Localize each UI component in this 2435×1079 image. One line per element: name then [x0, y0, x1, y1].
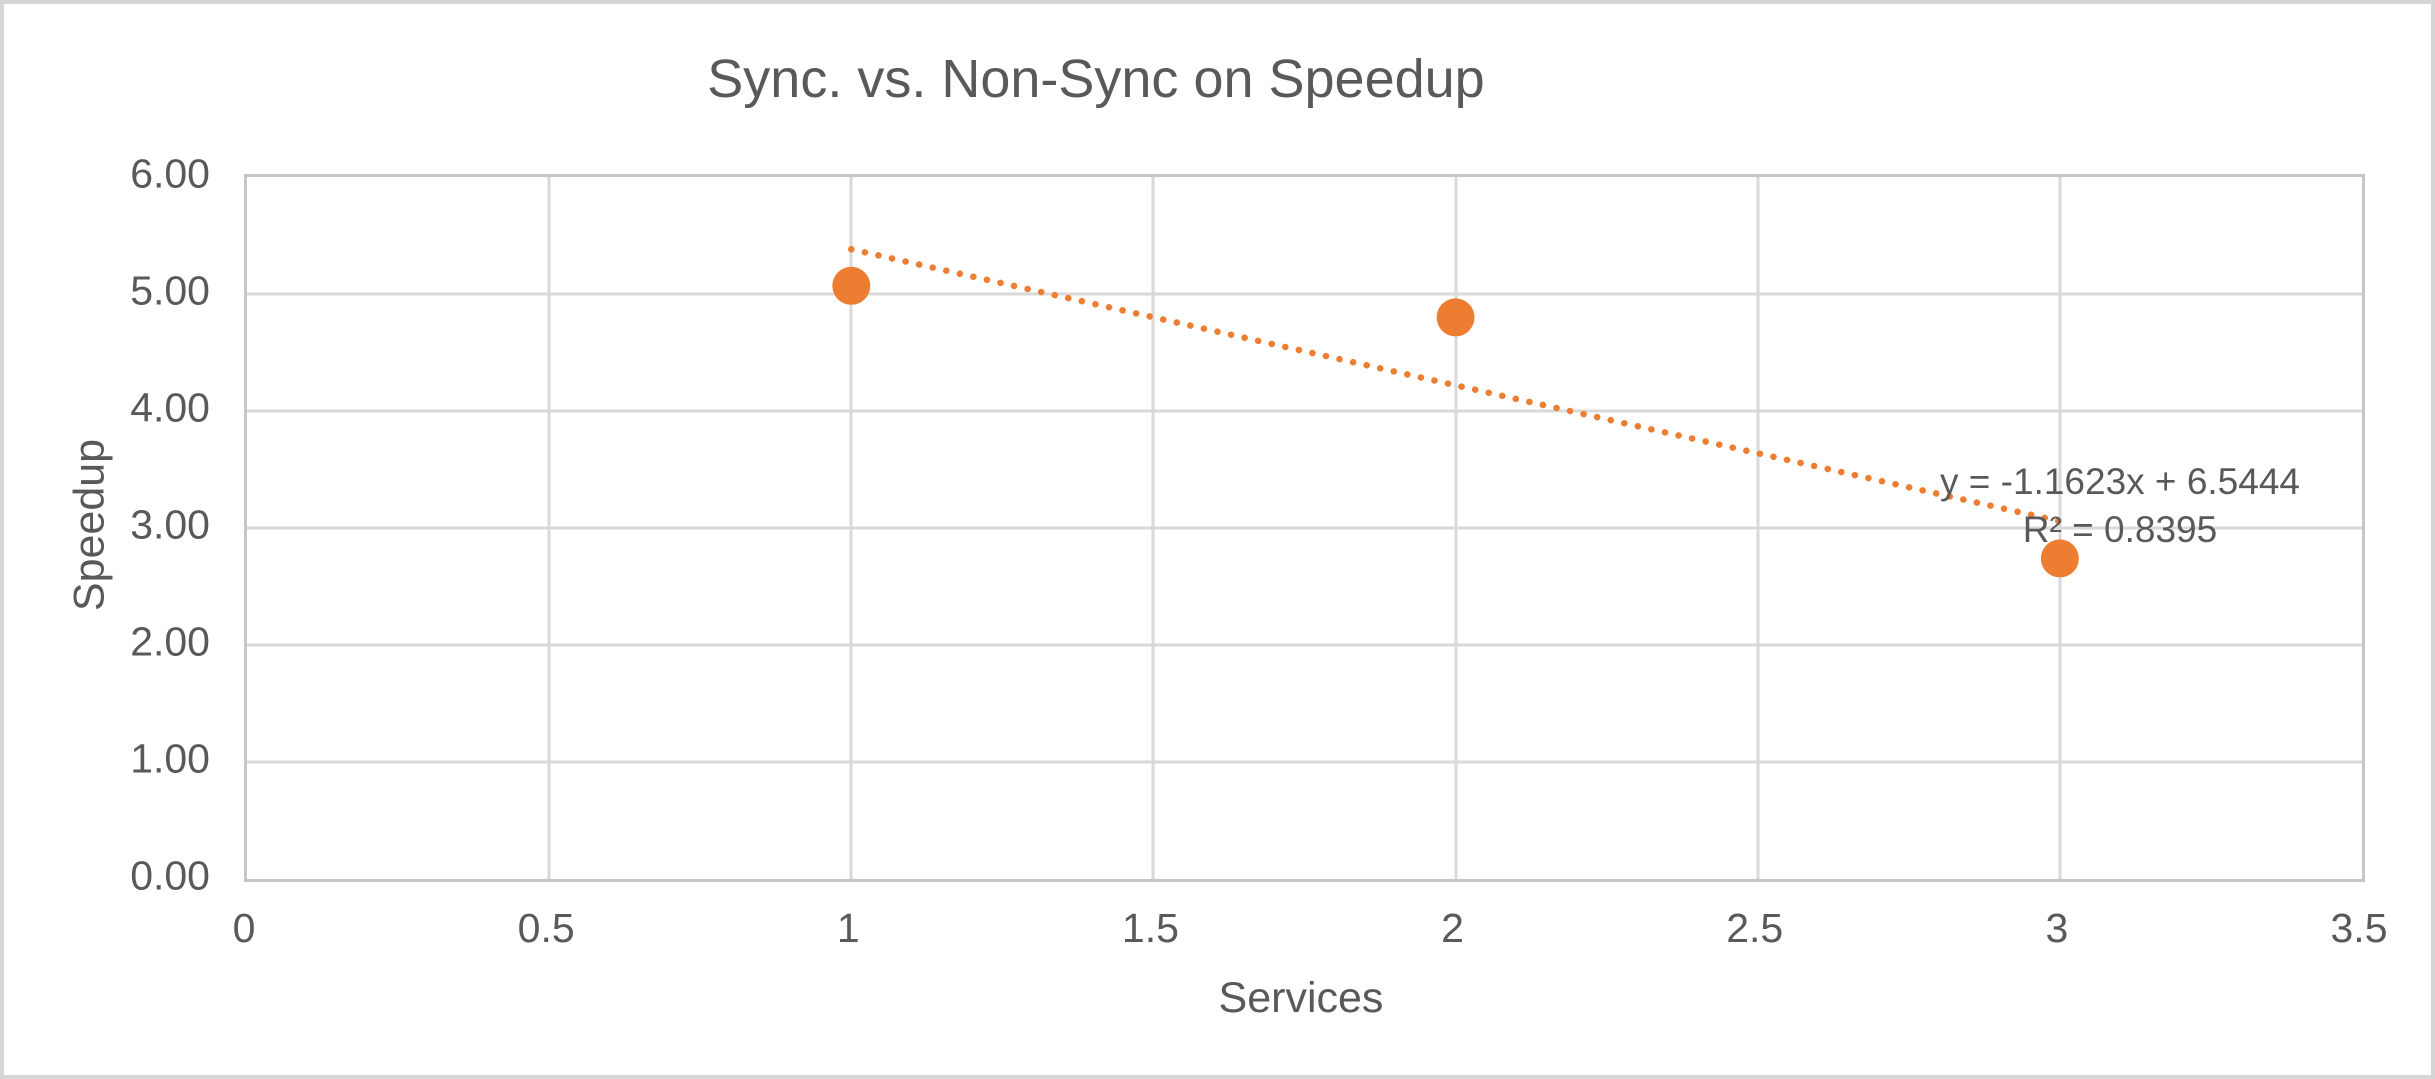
- series-layer: [832, 246, 2079, 578]
- trendline-r-squared: R² = 0.8395: [2022, 509, 2218, 550]
- y-tick-label: 2.00: [130, 618, 210, 665]
- gridline-vertical: [1756, 177, 1760, 879]
- x-tick-label: 1: [836, 905, 860, 951]
- gridline-horizontal: [247, 760, 2362, 764]
- x-tick-label: 0.5: [517, 905, 575, 951]
- x-tick-label: 0: [232, 905, 256, 951]
- gridline-horizontal: [247, 409, 2362, 413]
- gridline-horizontal: [247, 643, 2362, 647]
- trendline: [848, 246, 2064, 525]
- chart-title: Sync. vs. Non-Sync on Speedup: [707, 49, 1485, 109]
- data-point: [1436, 298, 1475, 337]
- gridline-vertical: [2058, 177, 2062, 879]
- gridline-horizontal: [247, 526, 2362, 530]
- x-axis-title: Services: [1218, 974, 1384, 1022]
- y-tick-label: 5.00: [130, 267, 210, 314]
- trendline-equation: y = -1.1623x + 6.5444: [1940, 461, 2300, 502]
- gridline-vertical: [547, 177, 551, 879]
- x-tick-label: 2.5: [1726, 905, 1784, 951]
- y-axis-title: Speedup: [65, 438, 114, 612]
- x-tick-label: 3: [2045, 905, 2069, 951]
- y-tick-label: 3.00: [130, 501, 210, 548]
- gridline-vertical: [1151, 177, 1155, 879]
- data-point: [832, 266, 871, 305]
- y-tick-label: 1.00: [130, 735, 210, 782]
- data-point: [2040, 539, 2079, 578]
- y-tick-label: 4.00: [130, 384, 210, 431]
- gridline-vertical: [849, 177, 853, 879]
- y-tick-label: 6.00: [130, 150, 210, 197]
- trendline-label: y = -1.1623x + 6.5444 R² = 0.8395: [1940, 458, 2300, 554]
- x-tick-label: 3.5: [2330, 905, 2388, 951]
- y-tick-label: 0.00: [130, 852, 210, 899]
- plot-area: y = -1.1623x + 6.5444 R² = 0.8395: [244, 174, 2365, 882]
- y-axis-tick-labels: 0.00 1.00 2.00 3.00 4.00 5.00 6.00: [4, 151, 210, 899]
- x-tick-label: 2: [1441, 905, 1464, 951]
- gridline-vertical: [1454, 177, 1458, 879]
- gridline-horizontal: [247, 292, 2362, 296]
- x-tick-label: 1.5: [1121, 905, 1179, 951]
- x-axis-tick-labels: 0 0.5 1 1.5 2 2.5 3 3.5: [233, 905, 2388, 955]
